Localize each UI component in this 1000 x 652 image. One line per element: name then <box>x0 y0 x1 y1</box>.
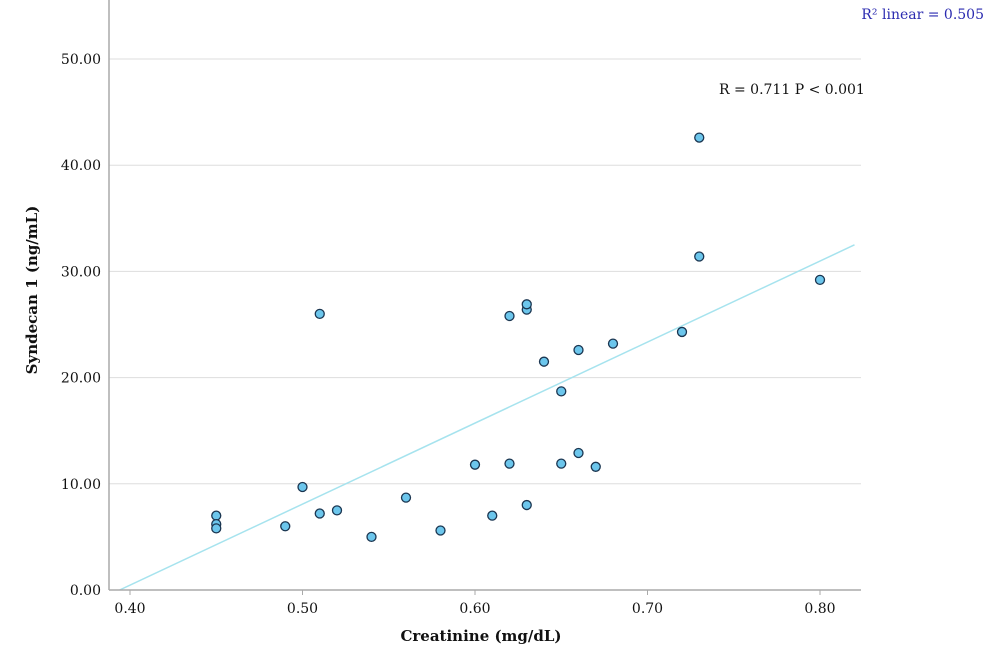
x-axis-title: Creatinine (mg/dL) <box>400 627 561 645</box>
y-tick-label: 0.00 <box>70 583 101 599</box>
y-axis-title: Syndecan 1 (ng/mL) <box>23 206 41 375</box>
data-point <box>487 510 498 521</box>
data-point <box>556 458 567 469</box>
x-tick-label: 0.70 <box>632 601 663 617</box>
x-tick-label: 0.80 <box>804 601 835 617</box>
data-point <box>504 458 515 469</box>
data-point <box>676 326 688 338</box>
data-point <box>469 459 481 470</box>
data-point <box>314 508 325 519</box>
tick-labels: 0.00 10.00 20.00 30.00 40.00 50.00 0.40 0.50 0.6… <box>61 52 836 617</box>
data-point <box>694 251 705 262</box>
x-tick-label: 0.40 <box>114 601 145 617</box>
y-tick-label: 40.00 <box>61 158 101 174</box>
data-point <box>590 461 601 472</box>
correlation-annotation: R = 0.711 P < 0.001 <box>719 82 865 98</box>
axes <box>108 0 861 595</box>
fit-line-layer <box>119 244 855 591</box>
y-tick-label: 20.00 <box>61 371 101 387</box>
r2-linear-label: R² linear = 0.505 <box>861 7 984 23</box>
data-point <box>573 344 584 356</box>
y-tick-label: 50.00 <box>61 52 101 68</box>
data-point <box>400 492 412 503</box>
data-point <box>538 356 550 367</box>
data-point <box>694 132 705 143</box>
y-tick-label: 10.00 <box>61 477 101 493</box>
data-point <box>297 481 308 493</box>
points-layer <box>211 132 826 543</box>
data-point <box>607 338 619 349</box>
data-point <box>435 525 446 536</box>
data-point <box>814 274 826 286</box>
data-point <box>521 299 532 310</box>
data-point <box>331 505 343 516</box>
x-tick-label: 0.50 <box>287 601 318 617</box>
gridlines <box>109 58 861 485</box>
data-point <box>521 499 532 511</box>
data-point <box>280 521 291 532</box>
data-point <box>314 308 325 320</box>
regression-line <box>119 244 855 591</box>
data-point <box>211 523 222 534</box>
data-point <box>556 386 567 397</box>
x-tick-label: 0.60 <box>459 601 490 617</box>
data-point <box>211 510 222 521</box>
data-point <box>573 447 584 459</box>
data-point <box>366 531 377 543</box>
y-tick-label: 30.00 <box>61 264 101 280</box>
data-point <box>504 310 515 322</box>
